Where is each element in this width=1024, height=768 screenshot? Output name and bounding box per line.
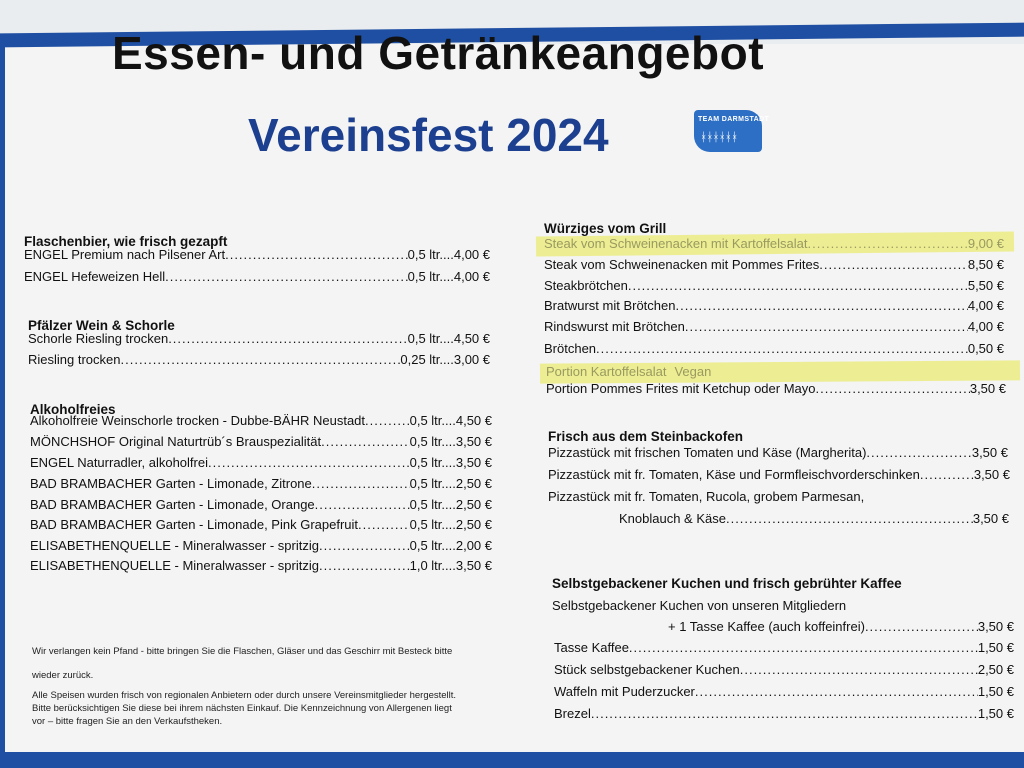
event-subtitle: Vereinsfest 2024 [248, 109, 609, 161]
deposit-note-line-1: Wir verlangen kein Pfand - bitte bringen… [32, 646, 453, 657]
section-heading-grill: Würziges vom Grill [544, 221, 667, 236]
logo-figures-icon: ᚼᚼᚼᚼᚼᚼ [700, 130, 738, 144]
allergen-note-line-2: Bitte berücksichtigen Sie diese bei ihre… [32, 703, 452, 714]
section-heading-cake: Selbstgebackener Kuchen und frisch gebrü… [552, 576, 902, 591]
menu-item: ENGEL Hefeweizen Hell 0,5 ltr....4,00 € [24, 269, 490, 287]
menu-item: Brötchen0,50 € [544, 341, 1004, 359]
menu-item: BAD BRAMBACHER Garten - Limonade, Orange… [30, 497, 492, 515]
menu-item-first-line: Pizzastück mit fr. Tomaten, Rucola, grob… [548, 489, 865, 504]
menu-item: Riesling trocken 0,25 ltr....3,00 € [28, 352, 490, 370]
menu-item: Portion Pommes Frites mit Ketchup oder M… [546, 381, 1006, 399]
menu-item: Waffeln mit Puderzucker 1,50 € [554, 684, 1014, 702]
frame-bottom [0, 752, 1024, 768]
menu-item: MÖNCHSHOF Original Naturtrüb´s Brauspezi… [30, 434, 492, 452]
logo-text: TEAM DARMSTADT [698, 116, 770, 123]
menu-item: Alkoholfreie Weinschorle trocken - Dubbe… [30, 413, 492, 431]
struck-menu-item: Steak vom Schweinenacken mit Kartoffelsa… [544, 236, 1004, 254]
menu-item: Rindswurst mit Brötchen 4,00 € [544, 319, 1004, 337]
menu-item: Brezel1,50 € [554, 706, 1014, 724]
section-heading-wine: Pfälzer Wein & Schorle [28, 318, 175, 333]
allergen-note-line-3: vor – bitte fragen Sie an den Verkaufsth… [32, 716, 223, 727]
frame-left-edge [0, 40, 5, 760]
section-heading-beer: Flaschenbier, wie frisch gezapft [24, 234, 228, 249]
menu-item: Steakbrötchen5,50 € [544, 278, 1004, 296]
menu-item: Stück selbstgebackener Kuchen2,50 € [554, 662, 1014, 680]
menu-item: BAD BRAMBACHER Garten - Limonade, Pink G… [30, 517, 492, 535]
page-title: Essen- und Getränkeangebot [112, 27, 765, 79]
section-heading-non-alcoholic: Alkoholfreies [30, 402, 116, 417]
menu-item: ELISABETHENQUELLE - Mineralwasser - spri… [30, 538, 492, 556]
allergen-note-line-1: Alle Speisen wurden frisch von regionale… [32, 690, 457, 701]
menu-item: Steak vom Schweinenacken mit Pommes Frit… [544, 257, 1004, 275]
deposit-note-line-2: wieder zurück. [32, 670, 94, 681]
menu-item-first-line: Selbstgebackener Kuchen von unseren Mitg… [552, 598, 847, 613]
menu-item: Pizzastück mit frischen Tomaten und Käse… [548, 445, 1008, 463]
menu-item: Bratwurst mit Brötchen4,00 € [544, 298, 1004, 316]
menu-item-second-line: Knoblauch & Käse 3,50 € [619, 511, 1009, 529]
struck-menu-item: Portion Kartoffelsalat Vegan [546, 364, 712, 379]
section-heading-oven: Frisch aus dem Steinbackofen [548, 429, 744, 444]
menu-item: Schorle Riesling trocken0,5 ltr....4,50 … [28, 331, 490, 349]
club-logo: TEAM DARMSTADT ᚼᚼᚼᚼᚼᚼ [694, 110, 769, 152]
menu-item: ELISABETHENQUELLE - Mineralwasser - spri… [30, 558, 492, 576]
menu-item: Pizzastück mit fr. Tomaten, Käse und For… [548, 467, 1010, 485]
menu-item: ENGEL Premium nach Pilsener Art 0,5 ltr.… [24, 247, 490, 265]
menu-item-second-line: + 1 Tasse Kaffee (auch koffeinfrei)3,50 … [668, 619, 1014, 637]
menu-item: BAD BRAMBACHER Garten - Limonade, Zitron… [30, 476, 492, 494]
menu-item: ENGEL Naturradler, alkoholfrei0,5 ltr...… [30, 455, 492, 473]
menu-item: Tasse Kaffee 1,50 € [554, 640, 1014, 658]
